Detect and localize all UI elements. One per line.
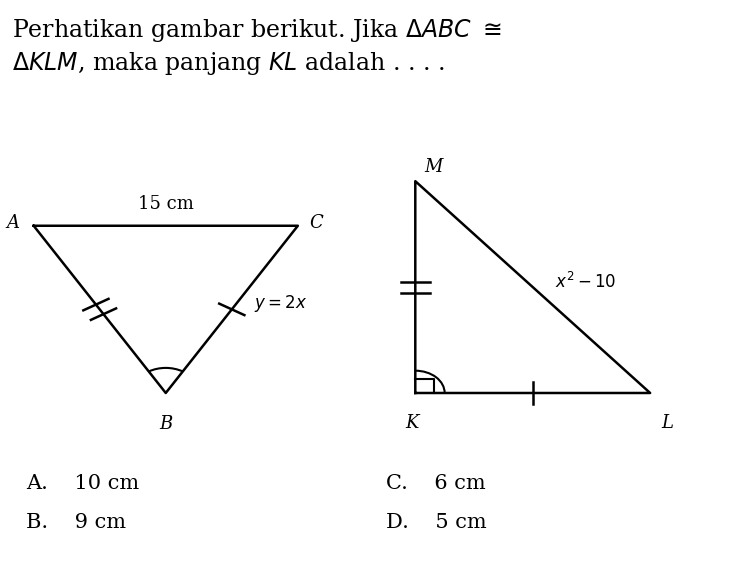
Text: L: L xyxy=(661,414,673,432)
Text: A: A xyxy=(6,214,19,232)
Text: $\Delta KLM$, maka panjang $KL$ adalah . . . .: $\Delta KLM$, maka panjang $KL$ adalah .… xyxy=(12,50,444,77)
Text: D.    5 cm: D. 5 cm xyxy=(386,513,487,533)
Text: C: C xyxy=(309,214,322,232)
Text: $x^2 - 10$: $x^2 - 10$ xyxy=(555,271,617,292)
Text: K: K xyxy=(405,414,419,432)
Text: 15 cm: 15 cm xyxy=(138,195,193,213)
Text: $y = 2x$: $y = 2x$ xyxy=(254,293,307,314)
Text: C.    6 cm: C. 6 cm xyxy=(386,475,485,493)
Text: A.    10 cm: A. 10 cm xyxy=(27,475,139,493)
Text: B.    9 cm: B. 9 cm xyxy=(27,513,127,533)
Text: B: B xyxy=(159,415,173,434)
Text: M: M xyxy=(424,158,442,176)
Text: Perhatikan gambar berikut. Jika $\Delta ABC$ $\cong$: Perhatikan gambar berikut. Jika $\Delta … xyxy=(12,17,501,44)
